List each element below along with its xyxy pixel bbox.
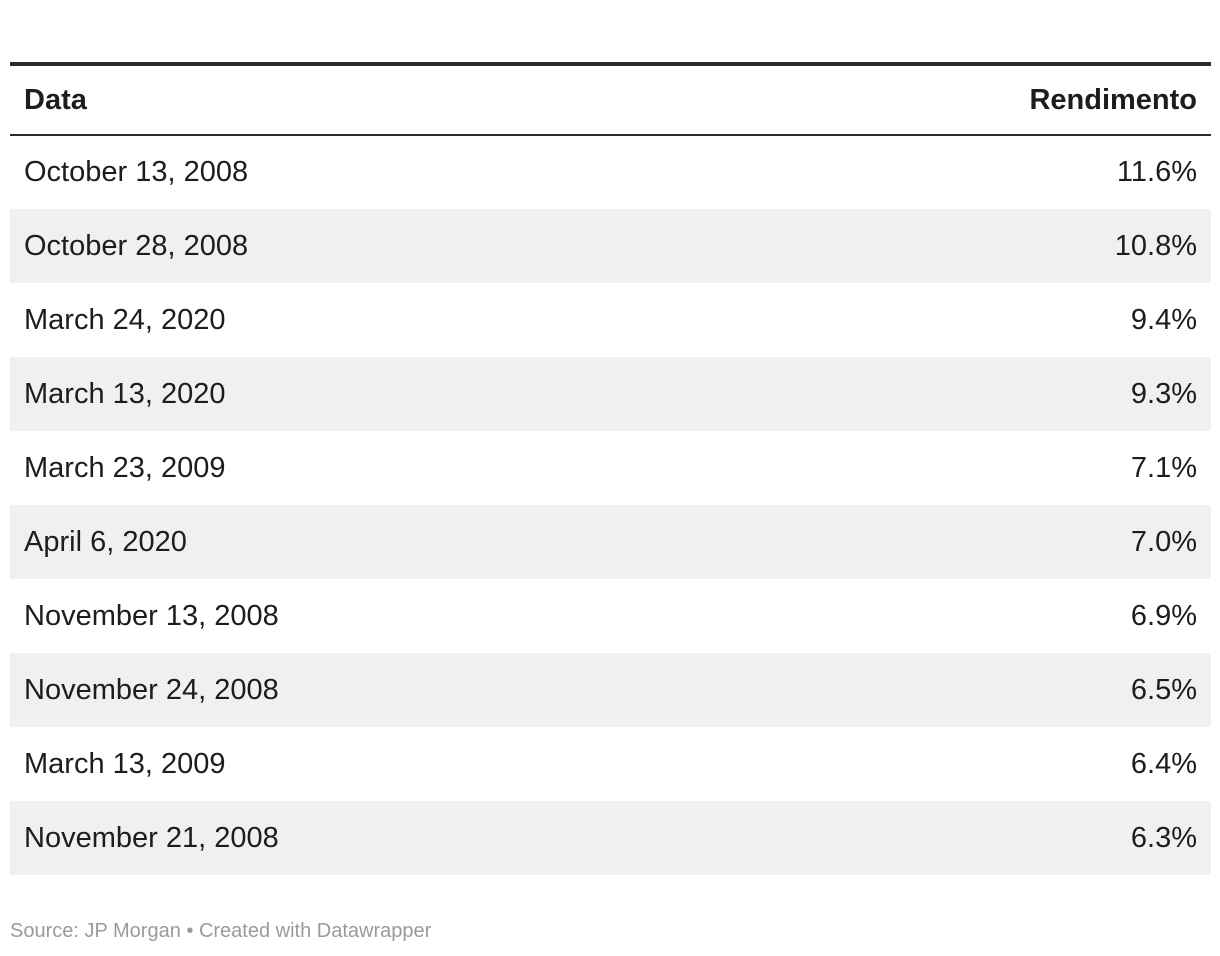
- rendimento-cell: 10.8%: [1114, 229, 1197, 262]
- date-cell: March 13, 2009: [24, 747, 226, 780]
- date-cell: November 24, 2008: [24, 673, 279, 706]
- rendimento-cell: 7.1%: [1130, 451, 1197, 484]
- table-row: March 23, 2009 7.1%: [10, 431, 1211, 505]
- source-credit-line: Source: JP Morgan • Created with Datawra…: [10, 920, 432, 942]
- rendimento-cell: 9.4%: [1130, 303, 1197, 336]
- table-row: October 13, 2008 11.6%: [10, 135, 1211, 209]
- rendimento-cell: 9.3%: [1130, 377, 1197, 410]
- rendimento-cell: 6.5%: [1130, 673, 1197, 706]
- date-cell: April 6, 2020: [24, 525, 187, 558]
- date-cell: October 13, 2008: [24, 156, 249, 188]
- table-row: April 6, 2020 7.0%: [10, 505, 1211, 579]
- rendimento-cell: 7.0%: [1130, 525, 1197, 558]
- rendimento-cell: 11.6%: [1116, 156, 1197, 188]
- column-header-rendimento: Rendimento: [1029, 83, 1197, 116]
- table-row: March 24, 2020 9.4%: [10, 283, 1211, 357]
- table-row: November 21, 2008 6.3%: [10, 801, 1211, 875]
- rendimento-cell: 6.3%: [1130, 821, 1197, 854]
- rendimento-cell: 6.4%: [1130, 747, 1197, 780]
- column-header-data: Data: [24, 83, 87, 116]
- date-cell: March 24, 2020: [24, 303, 226, 336]
- table-row: March 13, 2020 9.3%: [10, 357, 1211, 431]
- date-cell: March 23, 2009: [24, 451, 226, 484]
- table-header: Data Rendimento: [10, 64, 1211, 135]
- table-row: November 24, 2008 6.5%: [10, 653, 1211, 727]
- table-body: October 13, 2008 11.6% October 28, 2008 10.…: [10, 135, 1211, 875]
- date-cell: March 13, 2020: [24, 377, 226, 410]
- date-cell: November 13, 2008: [24, 599, 279, 632]
- rendimento-cell: 6.9%: [1130, 599, 1197, 632]
- table-row: October 28, 2008 10.8%: [10, 209, 1211, 283]
- date-cell: October 28, 2008: [24, 229, 249, 262]
- table-row: November 13, 2008 6.9%: [10, 579, 1211, 653]
- date-cell: November 21, 2008: [24, 821, 279, 854]
- data-table: Data Rendimento October 13, 2008 11.6% Oct…: [10, 62, 1211, 875]
- table-row: March 13, 2009 6.4%: [10, 727, 1211, 801]
- header-row: Data Rendimento: [10, 64, 1211, 135]
